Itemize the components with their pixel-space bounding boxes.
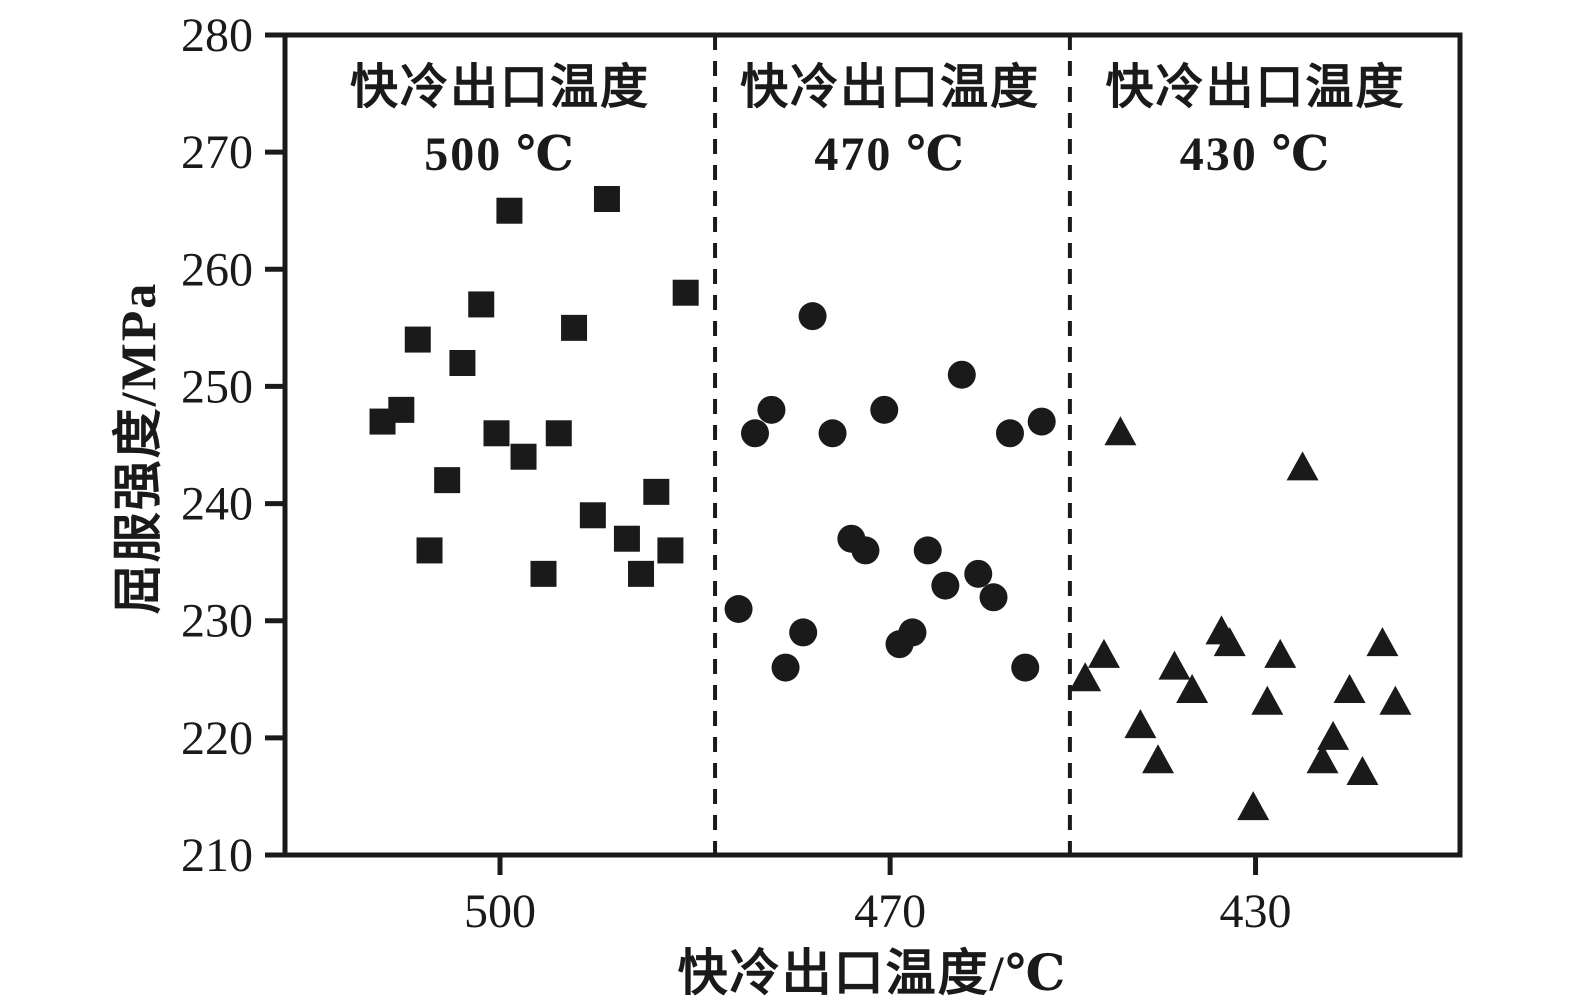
data-point-square [416, 537, 443, 564]
region-label: 500 ℃ [424, 128, 576, 181]
data-point-square [643, 478, 670, 505]
x-tick-label: 470 [854, 885, 926, 938]
data-point-square [593, 186, 620, 212]
data-point-triangle [1069, 662, 1102, 692]
data-point-circle [898, 618, 927, 647]
data-point-triangle [1306, 744, 1339, 774]
data-point-square [561, 314, 588, 341]
data-point-square [388, 396, 415, 423]
data-point-triangle [1124, 709, 1157, 739]
y-axis-title: 屈服强度/MPa [110, 281, 166, 615]
data-point-square [449, 350, 476, 376]
data-point-triangle [1251, 685, 1284, 715]
data-point-square [483, 420, 510, 447]
data-point-triangle [1176, 674, 1209, 703]
data-point-triangle [1366, 627, 1399, 657]
data-point-circle [771, 653, 800, 682]
data-point-circle [995, 419, 1024, 448]
data-point-circle [1011, 653, 1040, 682]
data-point-triangle [1264, 638, 1297, 668]
y-tick-label: 210 [181, 829, 253, 882]
data-point-triangle [1104, 416, 1137, 446]
data-point-square [579, 502, 606, 529]
data-point-square [545, 420, 572, 447]
data-point-triangle [1286, 451, 1319, 481]
region-label: 470 ℃ [814, 128, 966, 181]
y-tick-label: 280 [181, 9, 253, 62]
region-label: 快冷出口温度 [350, 61, 650, 114]
data-point-circle [741, 419, 769, 448]
data-point-circle [979, 583, 1008, 612]
data-point-square [496, 197, 523, 224]
x-tick-label: 430 [1220, 885, 1292, 938]
data-point-triangle [1346, 756, 1379, 785]
x-tick-label: 500 [464, 885, 536, 938]
data-point-circle [931, 571, 960, 600]
region-label: 430 ℃ [1180, 128, 1332, 181]
data-point-square [434, 467, 461, 494]
data-point-triangle [1213, 627, 1246, 657]
y-tick-label: 240 [181, 478, 253, 531]
data-point-square [613, 525, 640, 552]
y-tick-label: 260 [181, 243, 253, 296]
data-point-square [628, 560, 655, 587]
y-tick-label: 250 [181, 360, 253, 413]
data-point-triangle [1379, 685, 1412, 715]
region-label: 快冷出口温度 [1106, 61, 1406, 114]
data-point-circle [913, 536, 942, 565]
data-point-square [672, 279, 699, 306]
data-point-circle [789, 618, 818, 647]
data-point-circle [724, 595, 753, 623]
data-point-circle [947, 360, 976, 389]
data-point-triangle [1317, 720, 1350, 750]
data-point-square [468, 291, 495, 318]
data-point-triangle [1158, 650, 1191, 680]
data-point-square [657, 537, 684, 564]
data-point-circle [1027, 407, 1056, 436]
data-point-triangle [1142, 744, 1175, 774]
data-point-circle [757, 395, 786, 424]
y-tick-label: 220 [181, 712, 253, 765]
data-point-circle [798, 302, 827, 331]
y-tick-label: 270 [181, 126, 253, 179]
data-point-circle [964, 559, 993, 588]
data-point-triangle [1237, 791, 1270, 821]
region-label: 快冷出口温度 [740, 61, 1040, 114]
data-point-circle [870, 395, 899, 424]
data-point-circle [818, 419, 847, 448]
data-point-square [510, 443, 537, 470]
data-point-triangle [1087, 638, 1120, 668]
data-point-circle [851, 536, 880, 565]
data-point-square [404, 326, 431, 353]
plot-frame [282, 32, 1463, 858]
data-point-triangle [1333, 674, 1366, 703]
x-axis-title: 快冷出口温度/℃ [677, 945, 1068, 1001]
y-tick-label: 230 [181, 595, 253, 648]
data-point-square [530, 560, 557, 587]
